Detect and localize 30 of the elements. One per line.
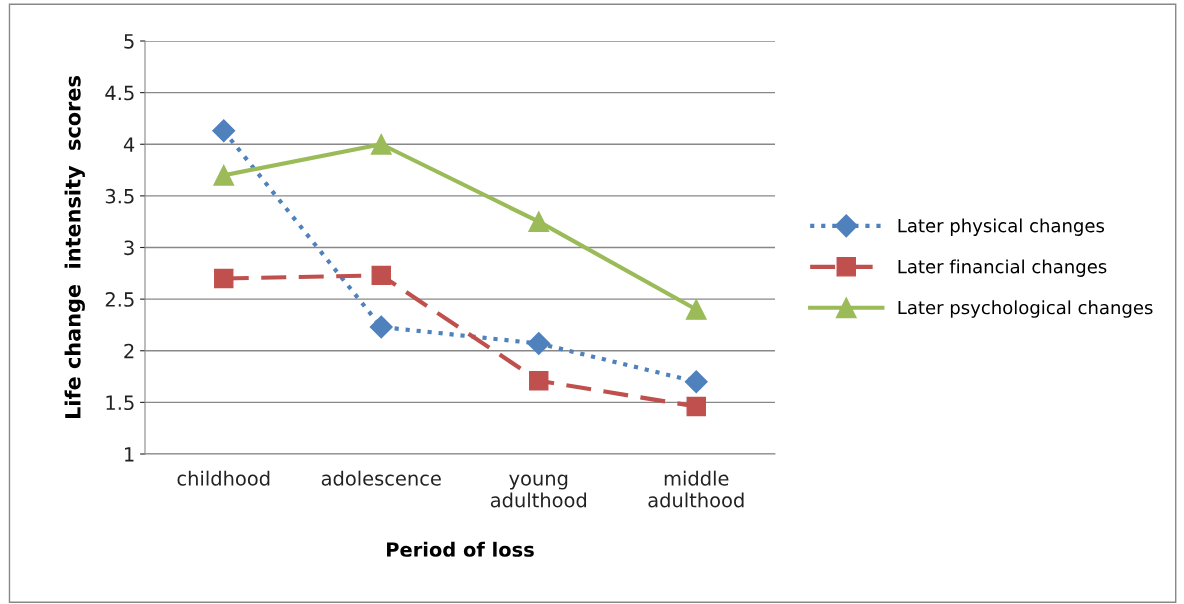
- y-tick-label: 2: [124, 343, 134, 359]
- y-tick-label: 3: [124, 240, 134, 256]
- legend-label: Later physical changes: [898, 218, 1105, 236]
- y-tick-label: 1.5: [106, 395, 134, 411]
- x-tick-label: childhood: [177, 470, 270, 486]
- y-tick-label: 2.5: [105, 292, 134, 307]
- y-tick-label: 4.5: [105, 85, 134, 101]
- point: [527, 332, 551, 356]
- point: [685, 299, 707, 320]
- x-tick-label: middle adulthood: [648, 470, 744, 508]
- x-axis-title: Period of loss: [387, 541, 534, 557]
- y-tick-label: 4: [123, 137, 135, 152]
- x-tick-label: young adulthood: [490, 474, 587, 508]
- y-tick-label: 5: [124, 34, 134, 49]
- y-tick-label: 1: [125, 447, 134, 462]
- y-axis-title: Life change intensity scores: [64, 76, 85, 418]
- point: [528, 211, 550, 233]
- legend-label: Later psychological changes: [898, 300, 1153, 318]
- point: [684, 370, 708, 394]
- point: [213, 164, 235, 186]
- point: [686, 396, 706, 417]
- legend-label: Later financial changes: [898, 259, 1107, 277]
- x-tick-label: adolescence: [321, 470, 441, 486]
- point: [370, 133, 392, 155]
- y-tick-label: 3.5: [105, 188, 134, 204]
- point: [371, 265, 391, 286]
- point: [212, 119, 236, 143]
- point: [529, 370, 549, 391]
- point: [369, 315, 393, 339]
- point: [214, 268, 234, 289]
